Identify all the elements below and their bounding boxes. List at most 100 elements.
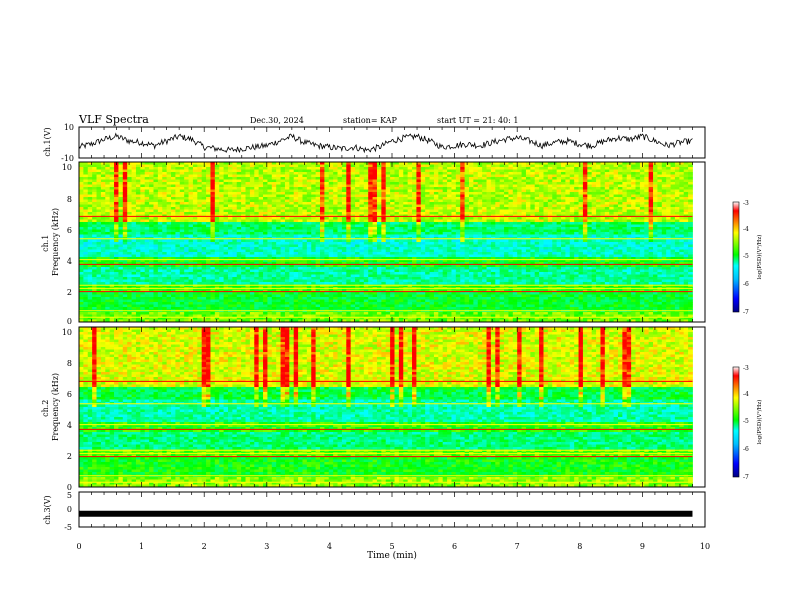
- spectrogram-cell: [284, 204, 290, 208]
- spectrogram-cell: [236, 317, 242, 320]
- spectrogram-cell: [341, 167, 347, 170]
- spectrogram-cell: [214, 294, 220, 298]
- spectrogram-cell: [92, 259, 97, 263]
- spectrogram-cell: [166, 279, 172, 283]
- spectrogram-cell: [179, 242, 185, 245]
- spectrogram-cell: [346, 192, 352, 195]
- spectrogram-cell: [135, 217, 141, 220]
- spectrogram-cell: [337, 184, 343, 188]
- spectrogram-cell: [210, 212, 216, 215]
- spectrogram-cell: [359, 184, 365, 188]
- spectrogram-cell: [320, 249, 325, 253]
- spectrogram-cell: [368, 319, 373, 323]
- spectrogram-cell: [293, 267, 299, 270]
- spectrogram-cell: [293, 242, 299, 245]
- spectrogram-cell: [249, 194, 255, 198]
- spectrogram-cell: [407, 297, 413, 300]
- spectrogram-cell: [175, 244, 181, 248]
- spectrogram-cell: [171, 199, 176, 203]
- spectrogram-cell: [276, 312, 281, 315]
- spectrogram-cell: [214, 199, 220, 203]
- spectrogram-cell: [157, 257, 163, 260]
- spectrogram-cell: [284, 247, 290, 250]
- spectrogram-cell: [179, 254, 185, 258]
- spectrogram-cell: [149, 297, 154, 300]
- spectrogram-cell: [144, 249, 150, 253]
- spectrogram-cell: [223, 274, 229, 278]
- spectrogram-cell: [127, 194, 132, 198]
- spectrogram-cell: [223, 174, 229, 178]
- spectrogram-cell: [368, 304, 373, 308]
- spectrogram-cell: [403, 164, 409, 168]
- spectrogram-cell: [372, 264, 378, 268]
- spectrogram-cell: [79, 257, 84, 260]
- spectrogram-cell: [346, 172, 352, 175]
- spectrogram-cell: [241, 212, 246, 215]
- spectrogram-cell: [245, 282, 251, 285]
- spectrogram-cell: [122, 269, 128, 273]
- spectrogram-cell: [118, 299, 124, 303]
- spectrogram-cell: [149, 292, 154, 295]
- spectrogram-cell: [298, 164, 303, 168]
- spectrogram-cell: [341, 264, 347, 268]
- spectrogram-cell: [105, 234, 111, 238]
- spectrogram-cell: [157, 247, 163, 250]
- spectrogram-cell: [324, 209, 330, 213]
- spectrogram-cell: [122, 164, 128, 168]
- spectrogram-cell: [350, 164, 356, 168]
- spectrogram-cell: [403, 162, 409, 165]
- spectrogram-cell: [96, 259, 102, 263]
- spectrogram-cell: [232, 269, 238, 273]
- spectrogram-cell: [385, 257, 391, 260]
- spectrogram-cell: [157, 167, 163, 170]
- spectrogram-cell: [100, 319, 106, 323]
- spectrogram-cell: [232, 294, 238, 298]
- spectrogram-cell: [100, 199, 106, 203]
- spectrogram-cell: [372, 219, 378, 223]
- spectrogram-cell: [337, 282, 343, 285]
- spectrogram-cell: [131, 244, 137, 248]
- spectrogram-cell: [166, 177, 172, 180]
- spectrogram-cell: [197, 289, 203, 293]
- spectrogram-cell: [333, 177, 338, 180]
- spectrogram-cell: [127, 272, 132, 275]
- spectrogram-cell: [201, 179, 207, 183]
- spectrogram-cell: [320, 304, 325, 308]
- spectrogram-cell: [394, 234, 400, 238]
- spectrogram-cell: [359, 252, 365, 255]
- spectrogram-cell: [162, 262, 168, 265]
- spectrogram-cell: [131, 212, 137, 215]
- spectrogram-cell: [263, 254, 268, 258]
- spectrogram-cell: [403, 302, 409, 305]
- spectrogram-cell: [131, 172, 137, 175]
- spectrogram-cell: [381, 294, 387, 298]
- spectrogram-cell: [166, 247, 172, 250]
- spectrogram-cell: [355, 174, 360, 178]
- spectrogram-cell: [184, 279, 189, 283]
- spectrogram-cell: [214, 212, 220, 215]
- spectrogram-cell: [398, 242, 404, 245]
- spectrogram-cell: [153, 217, 159, 220]
- spectrogram-cell: [324, 294, 330, 298]
- spectrogram-cell: [355, 247, 360, 250]
- spectrogram-cell: [157, 279, 163, 283]
- spectrogram-cell: [350, 184, 356, 188]
- spectrogram-cell: [109, 204, 115, 208]
- spectrogram-cell: [157, 184, 163, 188]
- spectrogram-cell: [376, 307, 382, 310]
- spectrogram-cell: [188, 167, 194, 170]
- spectrogram-cell: [87, 194, 93, 198]
- spectrogram-cell: [390, 199, 395, 203]
- spectrogram-cell: [302, 317, 308, 320]
- spectrogram-cell: [135, 204, 141, 208]
- spectrogram-cell: [324, 277, 330, 280]
- spectrogram-cell: [385, 242, 391, 245]
- spectrogram-cell: [166, 204, 172, 208]
- spectrogram-cell: [258, 234, 264, 238]
- spectrogram-cell: [337, 247, 343, 250]
- spectrogram-cell: [184, 197, 189, 200]
- spectrogram-cell: [157, 249, 163, 253]
- spectrogram-cell: [96, 312, 102, 315]
- spectrogram-cell: [324, 202, 330, 205]
- spectrogram-cell: [298, 299, 303, 303]
